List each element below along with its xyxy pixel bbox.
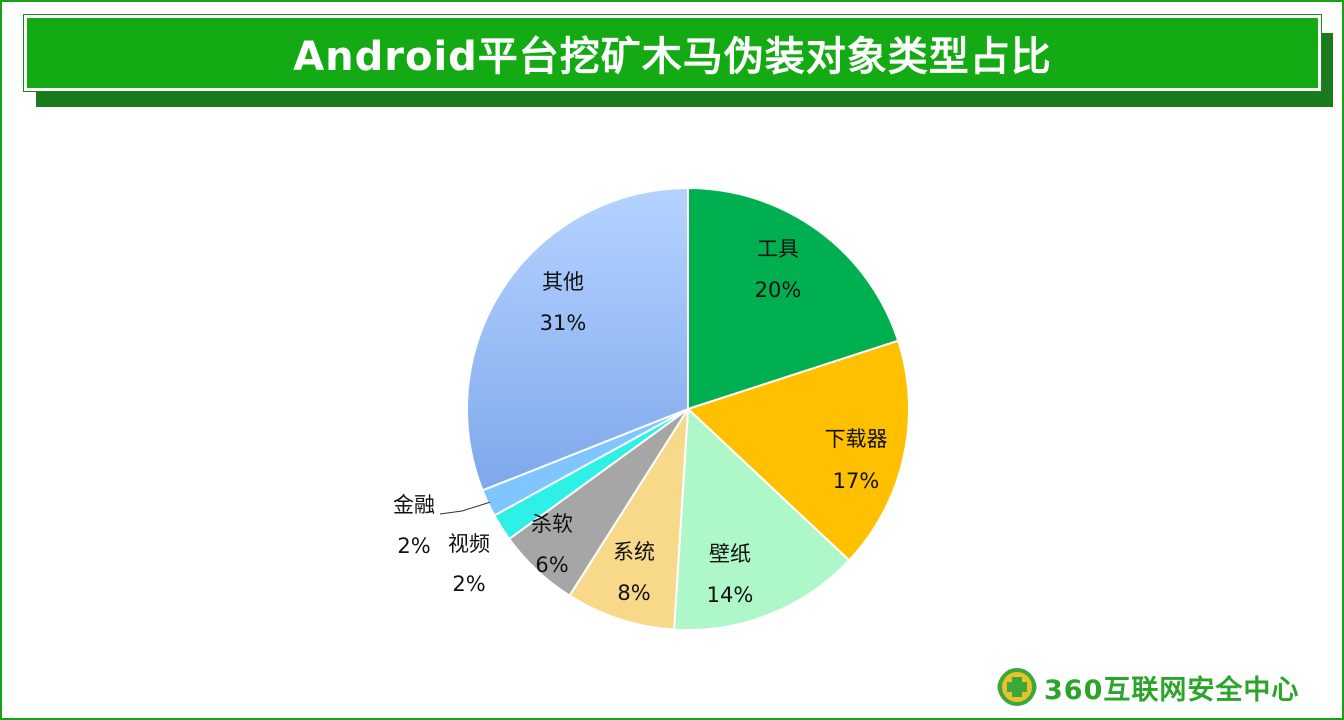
brand-name: 360互联网安全中心: [1044, 674, 1300, 706]
slice-value-label-5: 2%: [452, 572, 485, 596]
brand-watermark: 360互联网安全中心: [996, 665, 1299, 709]
pie-slice-3: [568, 408, 689, 631]
slice-name-label-3: 系统: [613, 540, 655, 564]
brand-logo-icon: [997, 668, 1037, 706]
slice-value-label-7: 31%: [540, 311, 587, 335]
slice-value-label-6: 2%: [397, 534, 430, 558]
slice-value-label-4: 6%: [535, 553, 568, 577]
slice-value-label-2: 14%: [707, 583, 754, 607]
pie-slice-1: [686, 339, 910, 562]
slice-value-label-1: 17%: [833, 469, 880, 493]
pie-slice-2: [673, 406, 851, 631]
slice-name-label-7: 其他: [542, 270, 584, 294]
slice-name-label-5: 视频: [448, 532, 490, 556]
slice-value-label-0: 20%: [755, 278, 802, 302]
chart-title: Android平台挖矿木马伪装对象类型占比: [293, 34, 1052, 80]
slice-name-label-0: 工具: [757, 237, 799, 261]
pie-slice-0: [687, 186, 900, 411]
slice-value-label-3: 8%: [617, 581, 650, 605]
slice-name-label-6: 金融: [393, 493, 435, 517]
pie-slice-7: [466, 186, 689, 492]
leader-line: [439, 501, 490, 515]
slice-name-label-1: 下载器: [825, 427, 888, 451]
slice-name-label-2: 壁纸: [709, 542, 751, 566]
title-bar: Android平台挖矿木马伪装对象类型占比: [23, 14, 1322, 92]
slice-name-label-4: 杀软: [531, 512, 573, 536]
